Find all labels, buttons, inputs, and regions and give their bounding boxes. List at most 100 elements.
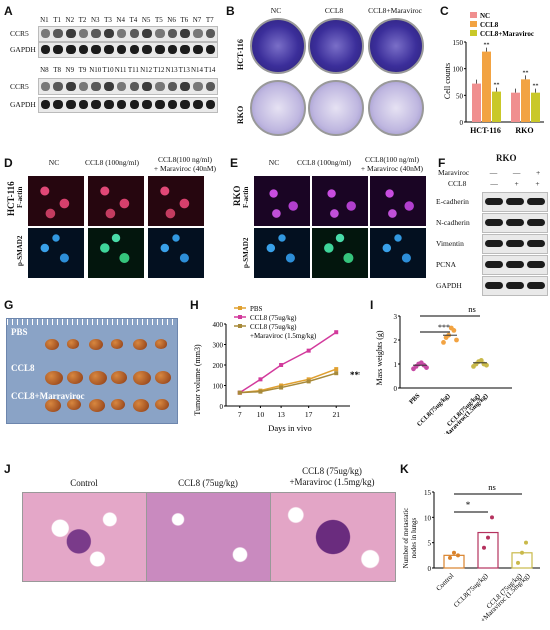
k-ytick-label: 10	[424, 514, 432, 522]
f-treat-maraviroc: Maraviroc	[438, 168, 470, 177]
if-d-psmad2-mara	[148, 228, 204, 278]
gapdh-blot-strip	[38, 42, 218, 58]
blot-band	[180, 82, 191, 91]
colony-dish-rko-mara	[368, 80, 424, 136]
lane-label: N10	[89, 66, 102, 74]
c-bar	[531, 92, 540, 122]
panel-h-letter: H	[190, 298, 199, 312]
blot-band	[65, 29, 76, 38]
k-category-label: Control	[435, 572, 456, 593]
he-control	[22, 492, 148, 582]
f-blot-strip	[482, 213, 548, 233]
if-d-factin-mara	[148, 176, 204, 226]
colony-row-hct116: HCT-116	[236, 39, 245, 70]
f-band	[527, 198, 545, 205]
h-point	[334, 367, 339, 372]
e-col-mara-line2: + Maraviroc (40nM)	[360, 164, 424, 173]
k-point	[486, 535, 490, 540]
c-legend-label: NC	[480, 12, 490, 20]
ccr5-blot-strip	[38, 26, 218, 42]
e-col-nc: NC	[268, 158, 280, 167]
h-point	[279, 363, 284, 367]
f-band	[485, 282, 503, 289]
h-point	[258, 389, 263, 394]
k-point	[524, 540, 528, 545]
blot-band	[40, 100, 51, 109]
tumor-group-mara: CCL8+Marraviroc	[11, 391, 85, 401]
f-sign-ccl8-3: +	[535, 179, 540, 188]
blot-band	[193, 45, 203, 54]
e-col-mara: CCL8(100 ng/ml) + Maraviroc (40nM)	[352, 155, 432, 173]
h-xtick-label: 21	[332, 410, 340, 419]
f-band	[506, 219, 524, 226]
tumor	[45, 399, 61, 412]
h-sig: ***	[350, 370, 360, 380]
i-sig-top: ns	[468, 304, 476, 314]
lane-label: T6	[180, 16, 189, 24]
i-point	[454, 337, 459, 343]
k-ylabel-1: Number of metastatic	[402, 508, 410, 569]
lane-label: T10	[102, 66, 114, 74]
blot-band	[65, 45, 76, 54]
h-ytick-label: 300	[213, 342, 224, 350]
blot-band	[205, 45, 216, 54]
he-ccl8	[146, 492, 272, 582]
f-band	[506, 282, 524, 289]
tumor-group-pbs: PBS	[11, 327, 28, 337]
j-title-control: Control	[70, 478, 98, 488]
f-band	[506, 261, 524, 268]
blot-band	[193, 82, 203, 91]
k-ytick-label: 0	[428, 565, 432, 573]
blot-label-ccr5-2: CCR5	[10, 82, 29, 91]
c-sig: **	[533, 84, 539, 90]
h-ytick-label: 100	[213, 383, 224, 391]
blot-band	[154, 100, 165, 109]
lane-label: N2	[65, 16, 75, 24]
k-point	[520, 550, 524, 555]
i-ytick-label: 1	[394, 361, 398, 369]
if-d-psmad2-nc	[28, 228, 84, 278]
blot-band	[205, 82, 216, 91]
colony-col-ccl8: CCL8	[324, 6, 344, 15]
h-point	[334, 330, 339, 335]
k-point	[456, 553, 460, 558]
ccr5-blot-strip-2	[38, 78, 218, 95]
panel-i-letter: I	[370, 298, 374, 312]
d-row-psmad2: p-SMAD2	[16, 235, 24, 266]
k-point	[448, 555, 452, 560]
tumor	[111, 399, 125, 411]
i-point	[441, 340, 446, 345]
blot-band	[53, 100, 63, 109]
c-bar	[511, 92, 520, 122]
e-col-mara-line1: CCL8(100 ng/ml)	[365, 155, 419, 164]
blot-band	[154, 82, 165, 91]
d-col-ccl8: CCL8 (100ng/ml)	[85, 158, 139, 167]
if-e-factin-nc	[254, 176, 310, 226]
f-band	[485, 240, 503, 247]
blot-band	[53, 29, 63, 38]
blot-band	[53, 82, 63, 91]
lane-label: N1	[40, 16, 49, 24]
h-point	[258, 377, 263, 382]
j-title-mara-1: CCL8 (75ug/kg)	[302, 466, 362, 476]
panel-k-chart: Number of metastatic nodes in lungs 0 5 10…	[402, 482, 540, 624]
blot-band	[167, 45, 178, 54]
blot-band	[91, 82, 102, 91]
i-ylabel: Mass weights (g)	[375, 330, 384, 385]
h-legend-marker	[238, 306, 242, 310]
lane-label: T7	[205, 16, 214, 24]
blot-band	[104, 82, 114, 91]
k-point	[490, 515, 494, 520]
panel-h-chart: Tumor volume (mm3) Days in vivo 0 100 200 3…	[193, 305, 360, 433]
d-col-mara-line1: CCL8(100 ng/ml)	[158, 155, 212, 164]
blot-band	[167, 82, 178, 91]
tumor	[133, 339, 147, 351]
f-protein-label: E-cadherin	[436, 197, 469, 206]
lane-label: T12	[153, 66, 165, 74]
lane-label: N9	[65, 66, 75, 74]
f-band	[485, 219, 503, 226]
d-col-nc: NC	[48, 158, 60, 167]
blot-band	[180, 29, 191, 38]
